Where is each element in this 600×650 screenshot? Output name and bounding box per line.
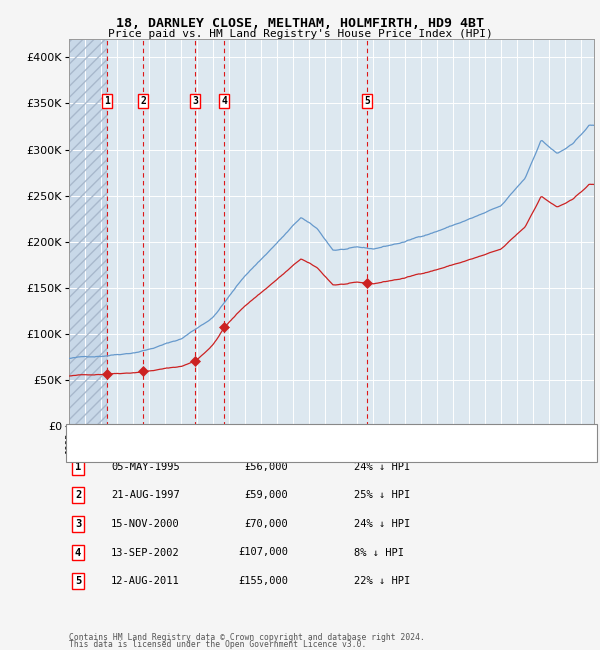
Text: 1: 1 xyxy=(104,96,110,106)
Text: 25% ↓ HPI: 25% ↓ HPI xyxy=(354,490,410,501)
Text: 2: 2 xyxy=(75,490,81,501)
Text: 2: 2 xyxy=(140,96,146,106)
Text: 5: 5 xyxy=(364,96,370,106)
Text: 4: 4 xyxy=(75,547,81,558)
Text: ——: —— xyxy=(78,443,93,456)
Text: £59,000: £59,000 xyxy=(244,490,288,501)
Text: 3: 3 xyxy=(192,96,198,106)
Text: 18, DARNLEY CLOSE, MELTHAM, HOLMFIRTH, HD9 4BT: 18, DARNLEY CLOSE, MELTHAM, HOLMFIRTH, H… xyxy=(116,17,484,30)
Text: 18, DARNLEY CLOSE, MELTHAM, HOLMFIRTH, HD9 4BT (detached house): 18, DARNLEY CLOSE, MELTHAM, HOLMFIRTH, H… xyxy=(105,431,436,440)
Text: 8% ↓ HPI: 8% ↓ HPI xyxy=(354,547,404,558)
Text: 21-AUG-1997: 21-AUG-1997 xyxy=(111,490,180,501)
Text: 1: 1 xyxy=(75,462,81,472)
Bar xyxy=(69,39,107,426)
Text: 13-SEP-2002: 13-SEP-2002 xyxy=(111,547,180,558)
Text: 24% ↓ HPI: 24% ↓ HPI xyxy=(354,462,410,472)
Text: 05-MAY-1995: 05-MAY-1995 xyxy=(111,462,180,472)
Text: £107,000: £107,000 xyxy=(238,547,288,558)
Text: £155,000: £155,000 xyxy=(238,576,288,586)
Text: 3: 3 xyxy=(75,519,81,529)
Text: This data is licensed under the Open Government Licence v3.0.: This data is licensed under the Open Gov… xyxy=(69,640,367,649)
Text: HPI: Average price, detached house, Kirklees: HPI: Average price, detached house, Kirk… xyxy=(105,445,336,454)
Text: Price paid vs. HM Land Registry's House Price Index (HPI): Price paid vs. HM Land Registry's House … xyxy=(107,29,493,38)
Bar xyxy=(69,39,107,426)
Text: £56,000: £56,000 xyxy=(244,462,288,472)
Text: 24% ↓ HPI: 24% ↓ HPI xyxy=(354,519,410,529)
Text: 15-NOV-2000: 15-NOV-2000 xyxy=(111,519,180,529)
Text: ——: —— xyxy=(78,429,93,442)
Text: £70,000: £70,000 xyxy=(244,519,288,529)
Text: Contains HM Land Registry data © Crown copyright and database right 2024.: Contains HM Land Registry data © Crown c… xyxy=(69,633,425,642)
Text: 12-AUG-2011: 12-AUG-2011 xyxy=(111,576,180,586)
Text: 5: 5 xyxy=(75,576,81,586)
Text: 4: 4 xyxy=(221,96,227,106)
Text: 22% ↓ HPI: 22% ↓ HPI xyxy=(354,576,410,586)
